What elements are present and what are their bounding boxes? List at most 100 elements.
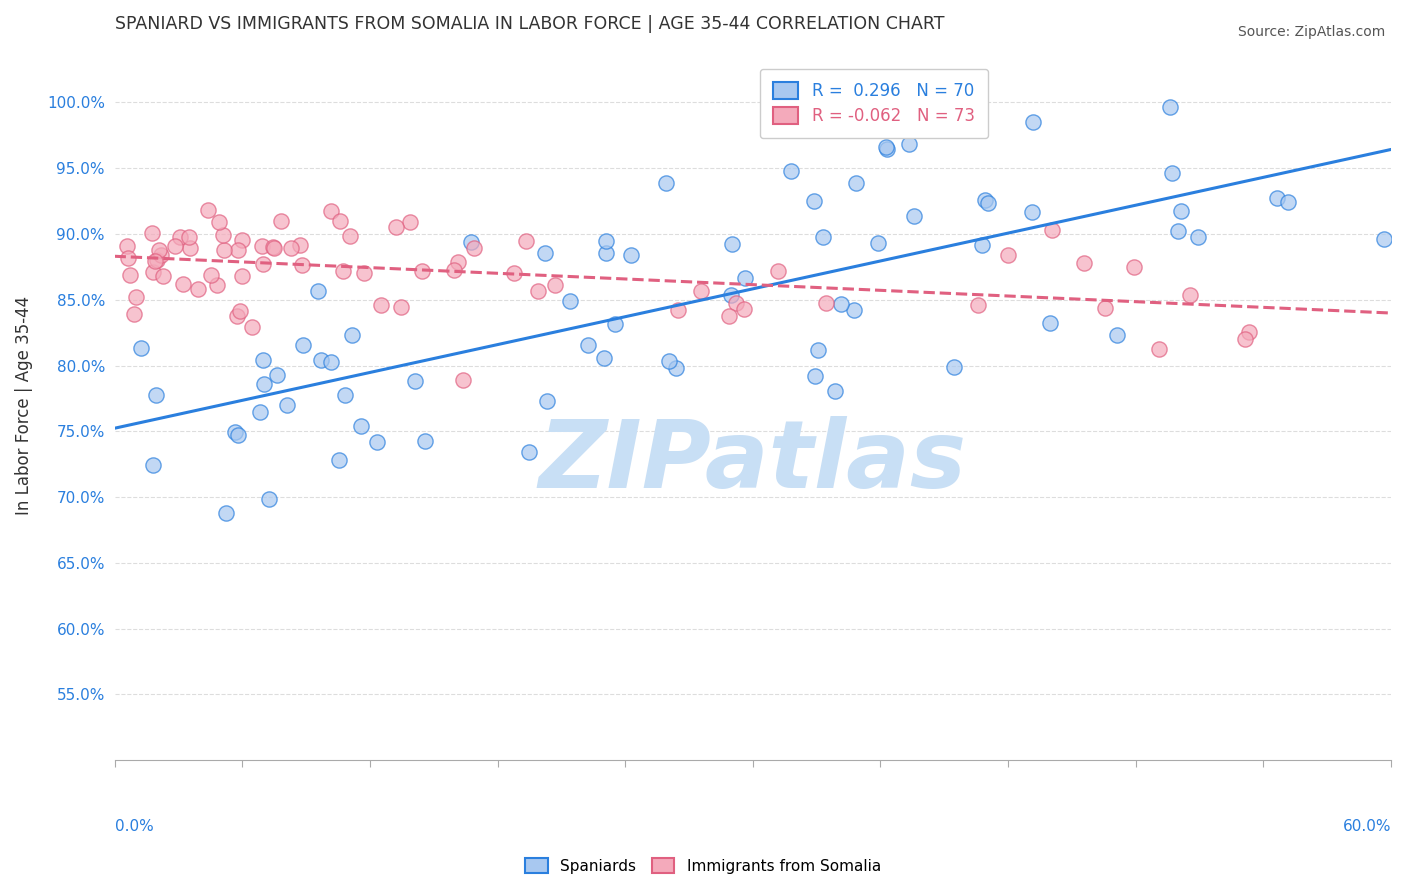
Point [229,304,252,318]
Point [558,293,581,308]
Point [1187,229,1209,244]
Point [339,229,361,244]
Point [655,176,678,190]
Point [366,434,388,449]
Point [179,241,201,255]
Point [270,214,292,228]
Point [384,219,406,234]
Point [353,267,375,281]
Point [120,268,142,283]
Legend: R =  0.296   N = 70, R = -0.062   N = 73: R = 0.296 N = 70, R = -0.062 N = 73 [761,69,988,138]
Point [350,418,373,433]
Point [226,427,249,442]
Point [897,136,920,151]
Point [280,241,302,255]
Point [718,309,741,323]
Point [122,307,145,321]
Point [595,234,617,248]
Point [1039,316,1062,330]
Point [1040,223,1063,237]
Point [593,351,616,366]
Point [460,235,482,250]
Legend: Spaniards, Immigrants from Somalia: Spaniards, Immigrants from Somalia [519,852,887,880]
Point [276,398,298,412]
Point [329,214,352,228]
Point [595,245,617,260]
Point [146,253,169,268]
Point [224,425,246,440]
Point [515,234,537,248]
Text: ZIPatlas: ZIPatlas [538,416,967,508]
Point [803,194,825,208]
Point [447,255,470,269]
Point [208,215,231,229]
Point [780,164,803,178]
Point [257,492,280,507]
Point [288,237,311,252]
Point [875,139,897,153]
Point [576,338,599,352]
Point [291,258,314,272]
Point [413,434,436,449]
Point [148,243,170,257]
Point [463,241,485,255]
Point [212,228,235,243]
Point [370,297,392,311]
Point [830,297,852,311]
Point [250,239,273,253]
Text: Source: ZipAtlas.com: Source: ZipAtlas.com [1237,25,1385,39]
Point [117,251,139,265]
Point [163,239,186,253]
Point [253,376,276,391]
Point [733,302,755,317]
Point [231,268,253,283]
Point [1170,204,1192,219]
Point [689,285,711,299]
Point [1159,100,1181,114]
Point [768,264,790,278]
Point [240,319,263,334]
Point [720,237,742,252]
Point [307,284,329,298]
Point [266,368,288,383]
Point [720,287,742,301]
Point [169,230,191,244]
Point [141,458,163,472]
Point [214,243,236,257]
Point [207,278,229,293]
Point [1021,205,1043,219]
Point [451,373,474,387]
Point [1167,224,1189,238]
Point [309,353,332,368]
Point [187,282,209,296]
Point [214,506,236,520]
Point [333,388,356,402]
Point [263,241,285,255]
Point [868,235,890,250]
Point [141,226,163,240]
Point [544,278,567,293]
Point [149,248,172,262]
Point [249,404,271,418]
Point [903,209,925,223]
Point [262,240,284,254]
Point [620,247,643,261]
Point [129,341,152,355]
Point [1105,328,1128,343]
Point [332,264,354,278]
Point [319,203,342,218]
Point [389,300,412,314]
Point [824,384,846,398]
Point [115,239,138,253]
Point [1123,260,1146,274]
Point [526,284,548,298]
Point [967,298,990,312]
Point [443,262,465,277]
Point [1160,166,1182,180]
Point [145,388,167,402]
Point [172,277,194,292]
Point [502,266,524,280]
Point [411,264,433,278]
Y-axis label: In Labor Force | Age 35-44: In Labor Force | Age 35-44 [15,295,32,515]
Point [197,203,219,218]
